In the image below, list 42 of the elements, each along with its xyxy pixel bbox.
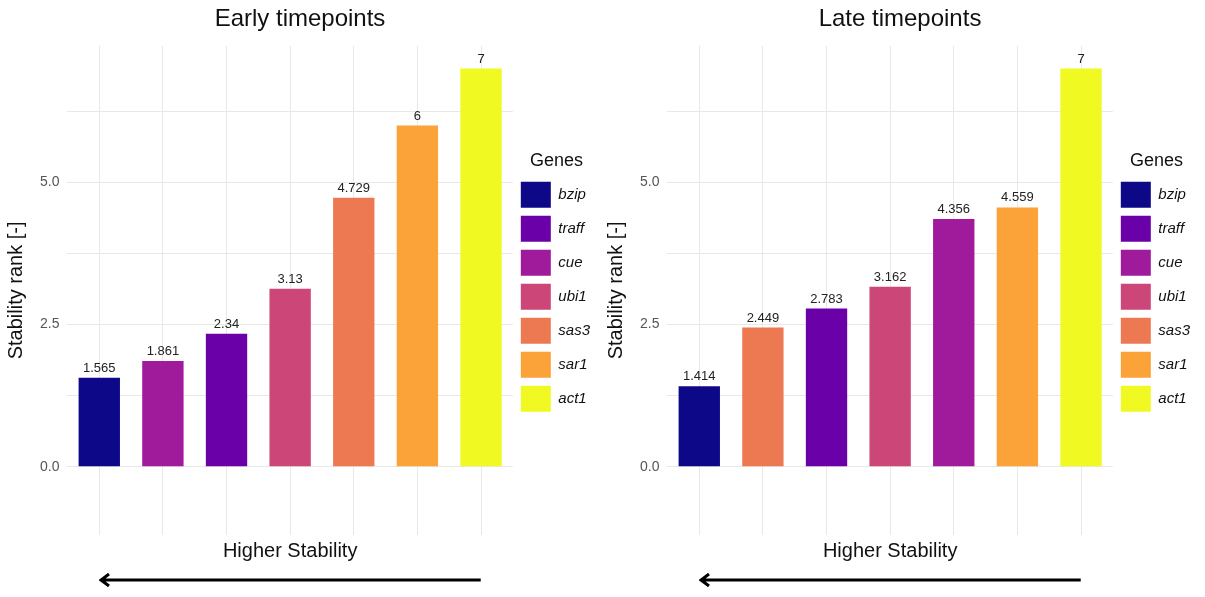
data-label: 7: [477, 50, 485, 66]
data-label: 1.414: [683, 368, 716, 384]
data-label: 6: [413, 107, 421, 123]
legend-label: sar1: [1158, 354, 1188, 372]
chart-title: Late timepoints: [818, 4, 982, 32]
chart-title: Early timepoints: [214, 4, 386, 32]
y-tick-label: 0.0: [39, 457, 60, 474]
y-tick-label: 2.5: [639, 315, 660, 332]
y-axis-title: Stability rank [-]: [3, 221, 26, 360]
data-label: 2.34: [213, 315, 240, 331]
legend-label: sar1: [558, 354, 588, 372]
x-axis-title: Higher Stability: [222, 538, 358, 561]
data-label: 4.559: [1001, 189, 1034, 205]
legend-label: traff: [1158, 218, 1186, 236]
legend-label: bzip: [558, 184, 586, 202]
data-label: 7: [1077, 50, 1085, 66]
legend-label: cue: [558, 252, 583, 270]
legend-label: act1: [1158, 388, 1187, 406]
data-label: 4.729: [337, 179, 371, 195]
legend-label: sas3: [1158, 320, 1191, 338]
legend-label: act1: [558, 388, 587, 406]
data-label: 3.13: [277, 270, 303, 286]
legend-label: traff: [558, 218, 586, 236]
legend-label: ubi1: [558, 286, 587, 304]
data-label: 1.861: [146, 342, 180, 358]
data-label: 4.356: [937, 201, 971, 217]
legend-label: sas3: [558, 320, 591, 338]
legend-label: cue: [1158, 252, 1183, 270]
y-tick-label: 5.0: [39, 173, 60, 190]
y-tick-label: 5.0: [639, 173, 660, 190]
x-axis-title: Higher Stability: [822, 538, 958, 561]
data-label: 2.783: [810, 290, 843, 306]
y-axis-title: Stability rank [-]: [603, 221, 626, 360]
y-tick-label: 0.0: [639, 457, 660, 474]
data-label: 3.162: [873, 268, 907, 284]
legend-title: Genes: [1129, 150, 1183, 171]
data-label: 2.449: [746, 309, 780, 325]
legend-label: bzip: [1158, 184, 1186, 202]
legend-title: Genes: [529, 150, 583, 171]
data-label: 1.565: [83, 359, 116, 375]
legend-label: ubi1: [1158, 286, 1187, 304]
y-tick-label: 2.5: [39, 315, 60, 332]
